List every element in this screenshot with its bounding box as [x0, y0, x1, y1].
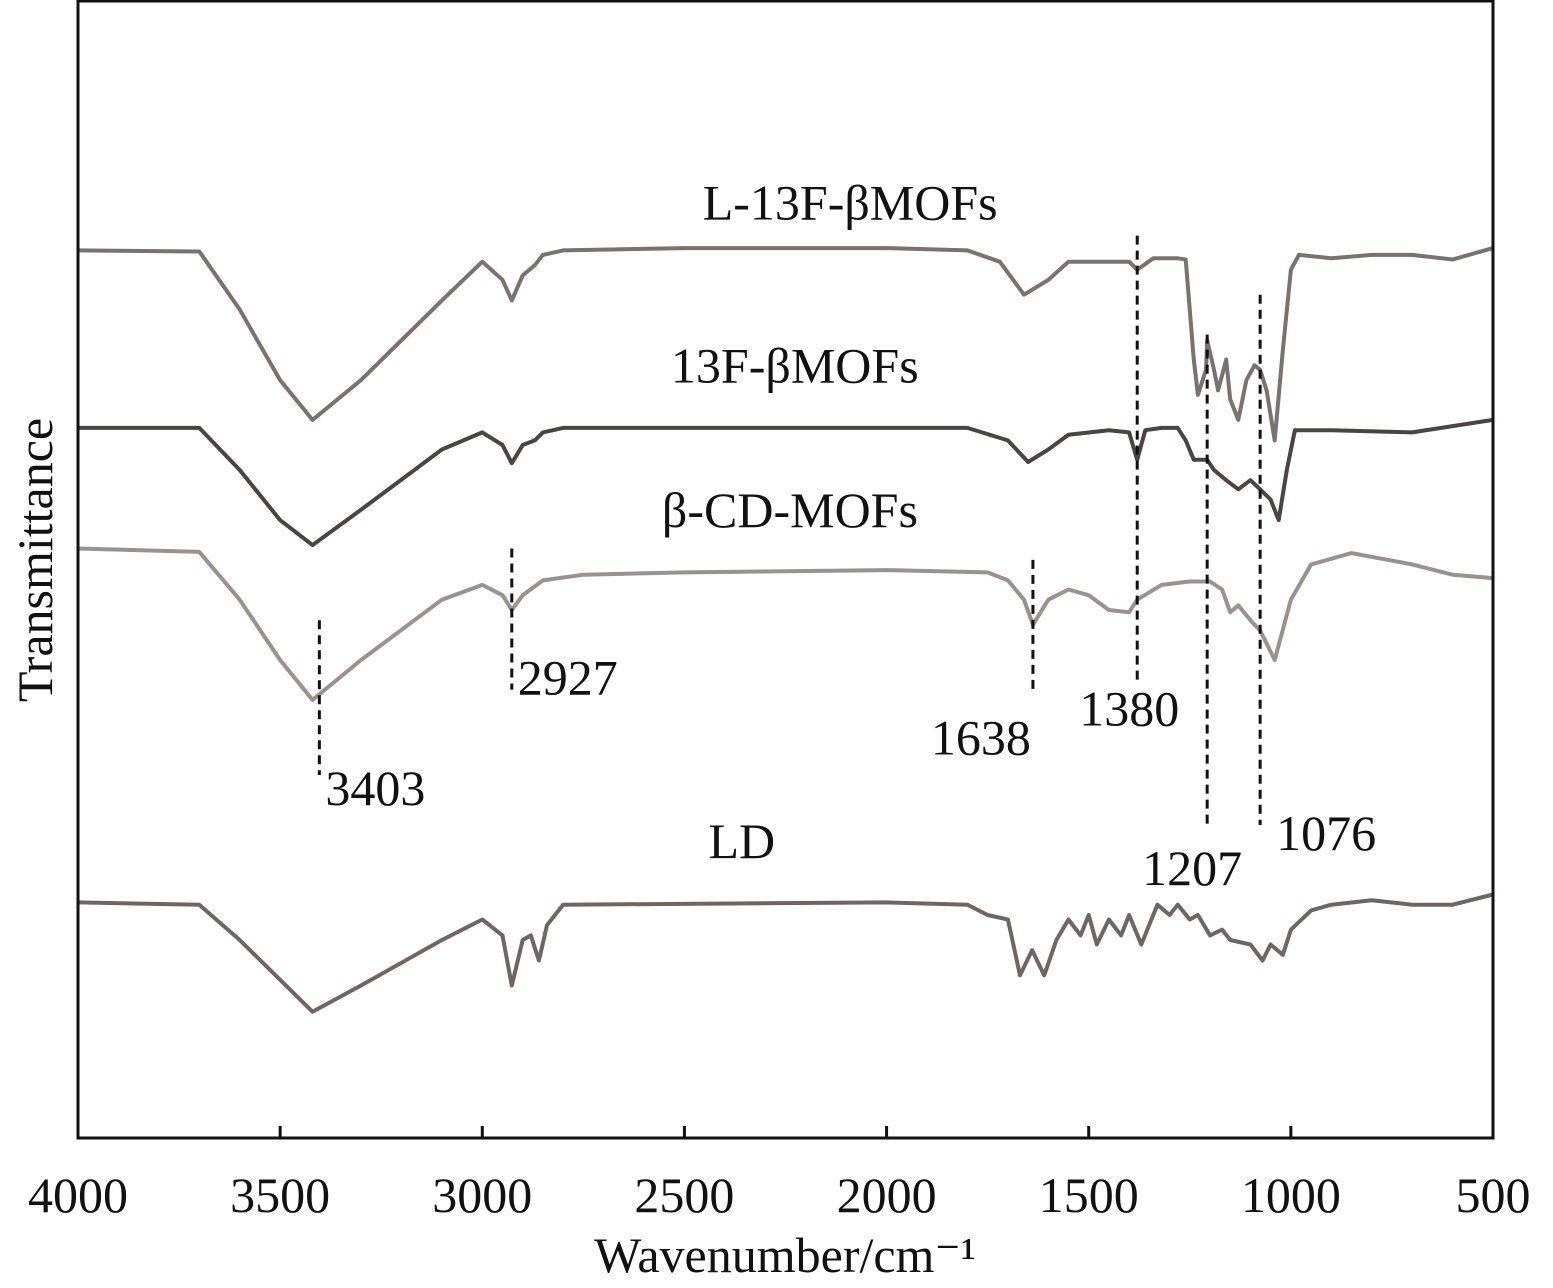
series-line [77, 546, 1494, 702]
series-label: L-13F-βMOFs [703, 175, 998, 231]
peak-label: 1207 [1142, 840, 1242, 896]
x-axis-label: Wavenumber/cm⁻¹ [594, 1227, 976, 1283]
x-tick-label: 1000 [1241, 1167, 1341, 1223]
x-tick-label: 2000 [837, 1167, 937, 1223]
x-tick-label: 1500 [1039, 1167, 1139, 1223]
x-tick-label: 500 [1456, 1167, 1531, 1223]
x-tick-label: 2500 [634, 1167, 734, 1223]
x-tick-label: 3500 [230, 1167, 330, 1223]
peak-label: 2927 [518, 650, 618, 706]
series-label: LD [709, 813, 776, 869]
y-axis-label: Transmittance [7, 418, 63, 702]
x-tick-label: 3000 [432, 1167, 532, 1223]
x-axis-ticks: 4000 3500 3000 2500 2000 1500 1000 500 [28, 1126, 1531, 1223]
series-label: 13F-βMOFs [671, 337, 919, 393]
peak-label: 3403 [325, 760, 425, 816]
series-line [77, 246, 1494, 443]
peak-label: 1380 [1079, 681, 1179, 737]
x-tick-label: 4000 [28, 1167, 128, 1223]
series-layer: L-13F-βMOFs 13F-βMOFs β-CD-MOFs LD [77, 175, 1494, 1014]
annotation-layer: 3403 2927 1638 1380 1207 1076 [317, 235, 1376, 896]
series-line [78, 417, 1494, 548]
peak-label: 1076 [1276, 805, 1376, 861]
peak-label: 1638 [931, 710, 1031, 766]
plot-frame [76, 0, 1495, 1140]
series-line [77, 892, 1494, 1014]
series-label: β-CD-MOFs [662, 482, 918, 538]
